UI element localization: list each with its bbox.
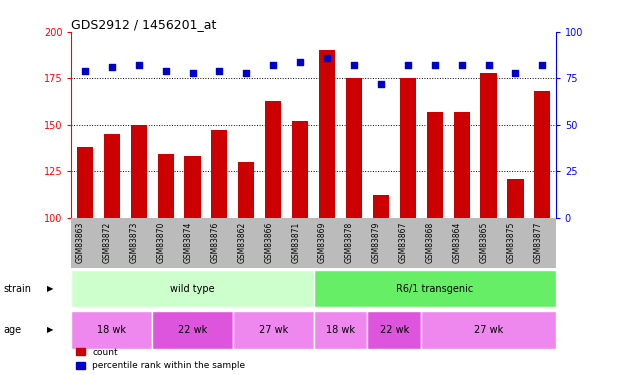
Point	[242, 70, 252, 76]
Bar	[427, 112, 443, 218]
Point	[295, 58, 305, 64]
Bar	[314, 311, 368, 349]
Bar	[368, 311, 421, 349]
Text: 22 wk: 22 wk	[178, 325, 207, 335]
Bar	[314, 270, 556, 308]
Legend: count, percentile rank within the sample: count, percentile rank within the sample	[76, 348, 245, 370]
Point	[430, 62, 440, 68]
Bar	[238, 162, 255, 218]
Point	[80, 68, 90, 74]
Text: GSM83862: GSM83862	[237, 222, 247, 263]
Bar	[265, 100, 281, 218]
Point	[510, 70, 520, 76]
Text: GSM83863: GSM83863	[76, 222, 85, 263]
Point	[537, 62, 547, 68]
Point	[161, 68, 171, 74]
Text: GSM83879: GSM83879	[372, 222, 381, 263]
Bar	[534, 91, 550, 218]
Bar	[104, 134, 120, 218]
Point	[403, 62, 413, 68]
Text: wild type: wild type	[170, 284, 215, 294]
Text: GSM83871: GSM83871	[291, 222, 300, 263]
Point	[322, 55, 332, 61]
Text: GDS2912 / 1456201_at: GDS2912 / 1456201_at	[71, 18, 217, 31]
Bar	[77, 147, 93, 218]
Bar	[233, 311, 314, 349]
Text: strain: strain	[3, 284, 31, 294]
Bar	[421, 311, 556, 349]
Bar	[507, 178, 524, 218]
Bar	[481, 73, 497, 217]
Bar	[400, 78, 416, 218]
Text: GSM83865: GSM83865	[479, 222, 489, 263]
Bar	[130, 124, 147, 217]
Point	[188, 70, 197, 76]
Bar	[158, 154, 174, 218]
Text: 27 wk: 27 wk	[258, 325, 288, 335]
Text: GSM83872: GSM83872	[103, 222, 112, 263]
Bar	[71, 270, 314, 308]
Text: GSM83876: GSM83876	[211, 222, 219, 263]
Text: 18 wk: 18 wk	[97, 325, 126, 335]
Bar	[184, 156, 201, 218]
Bar	[211, 130, 227, 218]
Point	[134, 62, 143, 68]
Text: 27 wk: 27 wk	[474, 325, 503, 335]
Text: ▶: ▶	[47, 284, 53, 293]
Point	[268, 62, 278, 68]
Text: GSM83878: GSM83878	[345, 222, 354, 263]
Text: GSM83868: GSM83868	[426, 222, 435, 263]
Text: GSM83870: GSM83870	[156, 222, 166, 263]
Point	[456, 62, 466, 68]
Text: GSM83873: GSM83873	[130, 222, 138, 263]
Point	[484, 62, 494, 68]
Text: GSM83869: GSM83869	[318, 222, 327, 263]
Text: GSM83874: GSM83874	[184, 222, 193, 263]
Bar	[71, 311, 152, 349]
Bar	[453, 112, 469, 218]
Text: 22 wk: 22 wk	[379, 325, 409, 335]
Text: 18 wk: 18 wk	[326, 325, 355, 335]
Point	[349, 62, 359, 68]
Bar	[319, 51, 335, 217]
Point	[214, 68, 224, 74]
Bar	[346, 78, 362, 218]
Text: GSM83867: GSM83867	[399, 222, 408, 263]
Text: GSM83877: GSM83877	[533, 222, 542, 263]
Text: GSM83864: GSM83864	[453, 222, 461, 263]
Bar	[152, 311, 233, 349]
Bar	[292, 121, 308, 218]
Text: R6/1 transgenic: R6/1 transgenic	[396, 284, 473, 294]
Bar	[373, 195, 389, 217]
Text: GSM83866: GSM83866	[265, 222, 273, 263]
Text: ▶: ▶	[47, 326, 53, 334]
Text: age: age	[3, 325, 21, 335]
Point	[107, 64, 117, 70]
Text: GSM83875: GSM83875	[507, 222, 515, 263]
Point	[376, 81, 386, 87]
